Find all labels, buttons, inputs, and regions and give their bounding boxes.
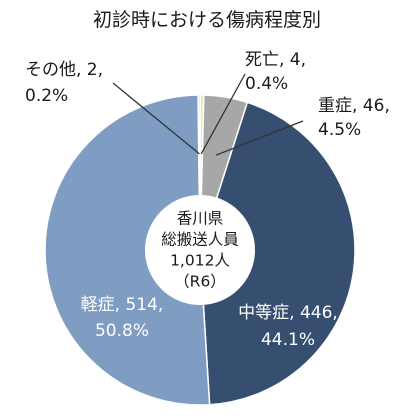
slice-percent-mild: 50.8%	[95, 321, 149, 341]
slice-mild	[44, 94, 211, 406]
leader-lines	[112, 73, 304, 156]
chart-title: 初診時における傷病程度別	[93, 9, 321, 31]
slice-label-death: 死亡, 4,	[245, 50, 306, 70]
slice-labels: 死亡, 4, 0.4% 重症, 46, 4.5% 中等症, 446, 44.1% 軽症, 5…	[25, 50, 390, 350]
pie-slices	[44, 94, 356, 406]
slice-percent-moderate: 44.1%	[261, 330, 315, 350]
leader-death	[200, 73, 246, 155]
slice-label-moderate: 中等症, 446,	[238, 303, 338, 323]
center-label-prefecture: 香川県	[177, 210, 224, 228]
center-label-year: （R6）	[174, 273, 226, 291]
slice-percent-other: 0.2%	[25, 86, 68, 106]
slice-label-severe: 重症, 46,	[318, 96, 390, 116]
slice-label-mild: 軽症, 514,	[81, 295, 164, 315]
leader-severe	[215, 120, 304, 156]
slice-moderate	[199, 101, 356, 406]
center-label-total: 1,012人	[170, 252, 230, 270]
slice-percent-severe: 4.5%	[318, 120, 361, 140]
center-label-category: 総搬送人員	[161, 231, 239, 249]
center-circle	[145, 195, 255, 305]
slice-percent-death: 0.4%	[245, 74, 288, 94]
leader-other	[112, 82, 200, 155]
slice-label-other: その他, 2,	[25, 60, 103, 80]
